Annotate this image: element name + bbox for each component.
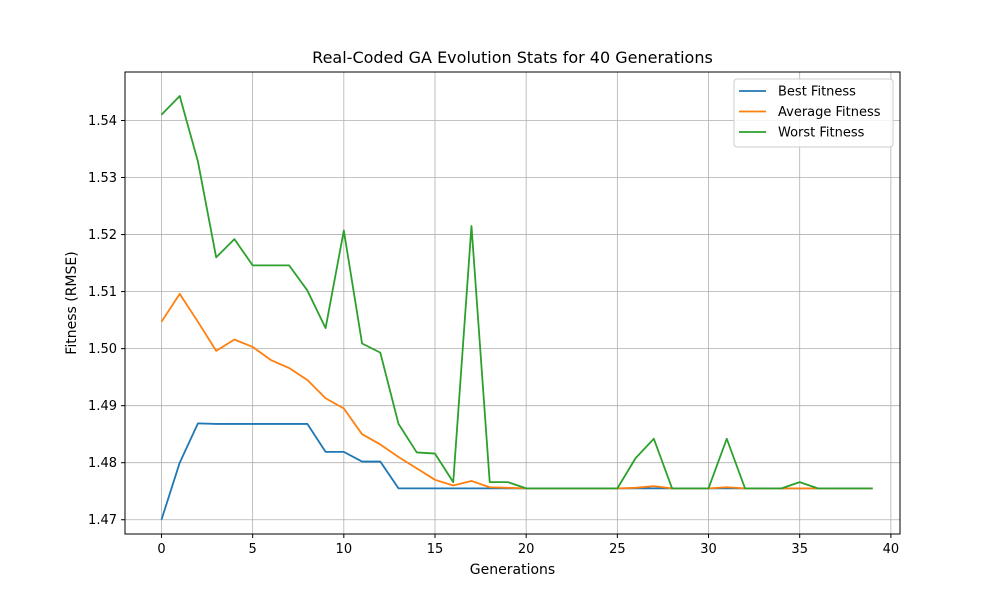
- grid: [125, 72, 900, 534]
- x-tick-label: 40: [883, 542, 900, 557]
- x-tick-label: 5: [249, 542, 257, 557]
- legend-frame: [733, 78, 894, 148]
- y-tick-label: 1.51: [88, 285, 117, 300]
- y-axis-label: Fitness (RMSE): [64, 251, 80, 354]
- series-line: [160, 95, 873, 490]
- series-line: [160, 292, 873, 490]
- y-axis: 1.47 1.48 1.49 1.50 1.51 1.52 1.53 1.54: [88, 114, 125, 528]
- x-tick-label: 30: [700, 542, 717, 557]
- y-tick-label: 1.52: [88, 228, 117, 243]
- legend: Best Fitness Average Fitness Worst Fitness: [733, 78, 894, 148]
- x-tick-label: 25: [609, 542, 626, 557]
- x-tick-label: 10: [336, 542, 353, 557]
- x-axis-label: Generations: [470, 562, 555, 578]
- y-tick-label: 1.49: [88, 399, 117, 414]
- x-tick-label: 20: [518, 542, 535, 557]
- legend-label: Worst Fitness: [778, 126, 865, 141]
- y-tick-label: 1.48: [88, 456, 117, 471]
- y-tick-label: 1.47: [88, 513, 117, 528]
- x-tick-label: 35: [791, 542, 808, 557]
- series-lines: [160, 95, 873, 521]
- y-tick-label: 1.54: [88, 114, 117, 129]
- legend-label: Average Fitness: [778, 105, 881, 120]
- x-tick-label: 0: [157, 542, 165, 557]
- x-axis: 0 5 10 15 20 25 30 35 40: [157, 534, 899, 557]
- legend-label: Best Fitness: [778, 85, 856, 100]
- y-tick-label: 1.50: [88, 342, 117, 357]
- series-line: [160, 422, 873, 521]
- chart-title: Real-Coded GA Evolution Stats for 40 Gen…: [312, 48, 713, 67]
- y-tick-label: 1.53: [88, 171, 117, 186]
- plot-area: [124, 71, 901, 535]
- x-tick-label: 15: [427, 542, 444, 557]
